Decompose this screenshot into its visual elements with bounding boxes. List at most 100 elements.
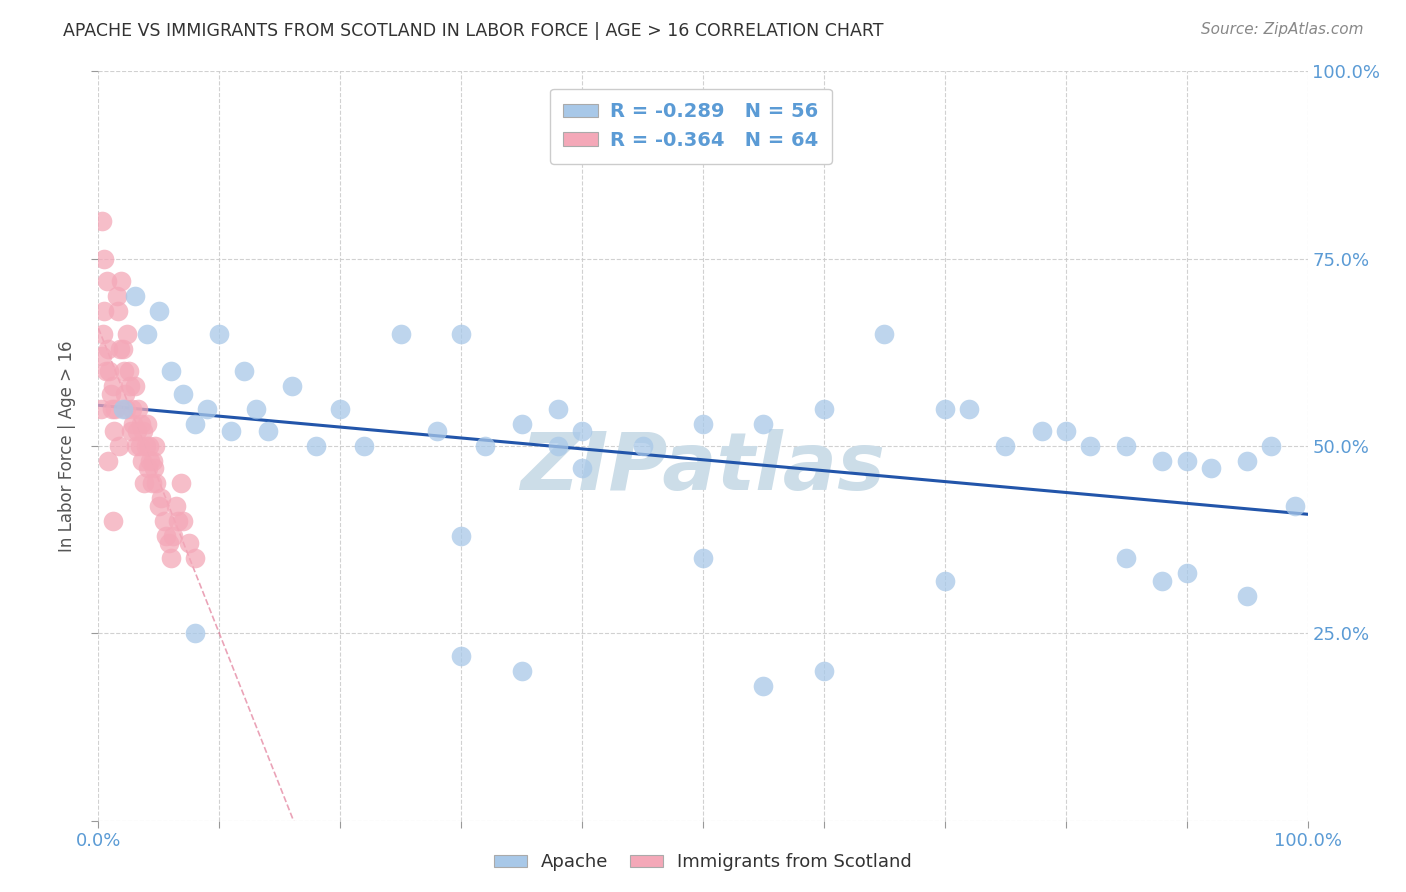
Point	[994, 439, 1017, 453]
Point	[692, 417, 714, 431]
Point	[752, 679, 775, 693]
Point	[135, 326, 157, 341]
Point	[120, 424, 142, 438]
Point	[148, 499, 170, 513]
Point	[195, 401, 218, 416]
Point	[172, 386, 194, 401]
Legend: Apache, Immigrants from Scotland: Apache, Immigrants from Scotland	[486, 847, 920, 879]
Point	[160, 551, 183, 566]
Point	[1199, 461, 1222, 475]
Point	[143, 461, 166, 475]
Point	[1152, 454, 1174, 468]
Point	[813, 401, 835, 416]
Point	[221, 424, 243, 438]
Point	[474, 439, 496, 453]
Point	[98, 364, 121, 378]
Point	[184, 417, 207, 431]
Point	[100, 386, 122, 401]
Point	[389, 326, 412, 341]
Point	[232, 364, 254, 378]
Point	[118, 379, 141, 393]
Point	[103, 424, 125, 438]
Point	[957, 401, 980, 416]
Point	[138, 439, 160, 453]
Point	[934, 574, 956, 588]
Point	[134, 476, 156, 491]
Point	[127, 401, 149, 416]
Point	[813, 664, 835, 678]
Point	[329, 401, 352, 416]
Point	[184, 551, 207, 566]
Point	[91, 349, 114, 363]
Text: ZIPatlas: ZIPatlas	[520, 429, 886, 508]
Point	[571, 461, 593, 475]
Point	[91, 326, 114, 341]
Point	[281, 379, 304, 393]
Point	[450, 529, 472, 543]
Point	[160, 364, 183, 378]
Point	[97, 342, 120, 356]
Point	[167, 514, 190, 528]
Point	[93, 252, 115, 266]
Point	[165, 499, 187, 513]
Point	[91, 214, 114, 228]
Point	[450, 326, 472, 341]
Point	[143, 439, 166, 453]
Point	[1236, 454, 1258, 468]
Point	[141, 476, 163, 491]
Point	[172, 514, 194, 528]
Point	[145, 476, 167, 491]
Point	[184, 626, 207, 640]
Point	[631, 439, 654, 453]
Point	[162, 529, 184, 543]
Point	[124, 379, 146, 393]
Point	[117, 326, 139, 341]
Point	[1236, 589, 1258, 603]
Point	[510, 664, 533, 678]
Point	[305, 439, 328, 453]
Point	[150, 491, 173, 506]
Point	[97, 454, 120, 468]
Point	[122, 417, 145, 431]
Point	[139, 454, 162, 468]
Text: Source: ZipAtlas.com: Source: ZipAtlas.com	[1201, 22, 1364, 37]
Point	[135, 417, 157, 431]
Point	[142, 454, 165, 468]
Point	[101, 514, 124, 528]
Point	[136, 461, 159, 475]
Point	[107, 304, 129, 318]
Point	[108, 439, 131, 453]
Point	[353, 439, 375, 453]
Point	[1175, 454, 1198, 468]
Point	[127, 424, 149, 438]
Point	[1284, 499, 1306, 513]
Point	[125, 439, 148, 453]
Point	[934, 401, 956, 416]
Point	[105, 289, 128, 303]
Point	[179, 536, 201, 550]
Point	[692, 551, 714, 566]
Point	[94, 364, 117, 378]
Point	[426, 424, 449, 438]
Point	[112, 364, 135, 378]
Point	[128, 439, 150, 453]
Y-axis label: In Labor Force | Age > 16: In Labor Force | Age > 16	[58, 340, 76, 552]
Point	[118, 364, 141, 378]
Point	[1031, 424, 1053, 438]
Point	[1175, 566, 1198, 581]
Point	[547, 401, 569, 416]
Point	[157, 536, 180, 550]
Point	[101, 379, 124, 393]
Point	[148, 304, 170, 318]
Point	[152, 514, 174, 528]
Point	[110, 274, 132, 288]
Point	[114, 386, 136, 401]
Point	[571, 424, 593, 438]
Point	[1152, 574, 1174, 588]
Point	[93, 304, 115, 318]
Point	[121, 401, 143, 416]
Point	[132, 424, 155, 438]
Point	[90, 401, 112, 416]
Point	[1054, 424, 1077, 438]
Point	[129, 417, 152, 431]
